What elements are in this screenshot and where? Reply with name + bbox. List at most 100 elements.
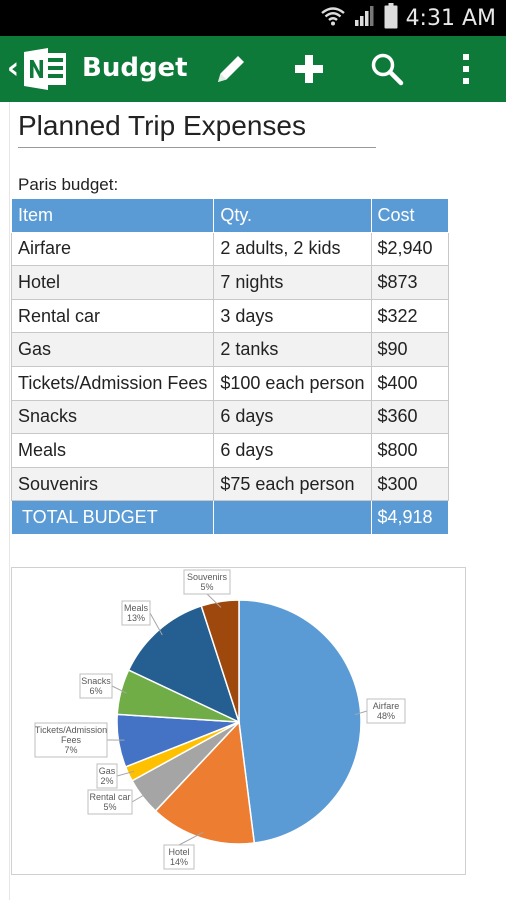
qty-cell[interactable]: 6 days (213, 433, 372, 468)
pie-slice-meals[interactable] (127, 605, 241, 724)
data-label-box (87, 789, 133, 815)
chevron-left-icon: ‹ (6, 51, 20, 86)
qty-cell[interactable]: 2 tanks (213, 332, 372, 367)
pie-slice-souvenirs[interactable] (200, 599, 240, 723)
data-label-box (163, 844, 195, 870)
table-row: Rental car 3 days $322 (10, 298, 449, 334)
data-label-text: Tickets/Admission (35, 725, 107, 735)
table-row: Tickets/Admission Fees $100 each person … (10, 365, 449, 401)
item-cell[interactable]: Souvenirs (10, 466, 215, 502)
table-header-row: Item Qty. Cost (10, 198, 449, 233)
note-page[interactable]: Planned Trip Expenses Paris budget: Item… (0, 102, 506, 900)
item-cell[interactable]: Rental car (10, 298, 215, 334)
data-label-text: 6% (89, 686, 102, 696)
data-label-box (34, 722, 108, 758)
item-cell[interactable]: Snacks (10, 399, 215, 435)
page-margin-rule (9, 102, 10, 900)
cost-cell[interactable]: $2,940 (370, 231, 449, 267)
data-label-text: 48% (377, 711, 395, 721)
notebook-title: Budget (82, 53, 188, 83)
data-label-box (96, 763, 118, 789)
item-cell[interactable]: Meals (10, 433, 215, 468)
table-caption[interactable]: Paris budget: (18, 175, 119, 194)
battery-icon (384, 2, 398, 34)
app-bar: ‹ Budget (0, 36, 506, 102)
back-button[interactable]: ‹ (4, 46, 70, 92)
label-leader-line (116, 770, 135, 777)
page-title[interactable]: Planned Trip Expenses (18, 110, 306, 141)
data-label-text: 2% (100, 776, 113, 786)
total-cost-cell[interactable]: $4,918 (370, 500, 449, 535)
label-leader-line (206, 593, 222, 608)
table-row: Airfare 2 adults, 2 kids $2,940 (10, 231, 449, 267)
data-label-text: Snacks (81, 676, 111, 686)
budget-table[interactable]: Item Qty. Cost Airfare 2 adults, 2 kids … (10, 198, 449, 535)
status-icons: 4:31 AM (320, 2, 496, 34)
data-label-box (79, 673, 113, 699)
search-button[interactable] (364, 46, 410, 92)
cost-cell[interactable]: $400 (370, 365, 449, 401)
header-cell[interactable]: Qty. (213, 198, 372, 233)
onenote-logo-icon (24, 48, 66, 90)
cost-cell[interactable]: $873 (370, 265, 449, 300)
cost-cell[interactable]: $800 (370, 433, 449, 468)
more-options-button[interactable] (443, 46, 489, 92)
table-row: Gas 2 tanks $90 (10, 332, 449, 367)
data-label-text: Gas (99, 766, 116, 776)
data-label-text: Hotel (168, 847, 189, 857)
cost-cell[interactable]: $90 (370, 332, 449, 367)
data-label-text: 5% (200, 582, 213, 592)
item-cell[interactable]: Hotel (10, 265, 215, 300)
signal-icon (354, 5, 376, 32)
search-icon (371, 53, 404, 86)
wifi-icon (320, 5, 346, 32)
qty-cell[interactable]: 3 days (213, 298, 372, 334)
qty-cell[interactable]: 7 nights (213, 265, 372, 300)
data-label-box (121, 600, 151, 626)
qty-cell[interactable]: $100 each person (213, 365, 372, 401)
qty-cell[interactable]: 2 adults, 2 kids (213, 231, 372, 267)
data-label-text: 5% (103, 802, 116, 812)
add-button[interactable] (286, 46, 332, 92)
item-cell[interactable]: Gas (10, 332, 215, 367)
table-row: Snacks 6 days $360 (10, 399, 449, 435)
qty-cell[interactable]: $75 each person (213, 466, 372, 502)
status-time: 4:31 AM (405, 5, 496, 31)
pie-chart[interactable]: Airfare 48% Hotel 14% Rental car 5% Gas 2% Ticke… (11, 567, 466, 875)
cost-cell[interactable]: $300 (370, 466, 449, 502)
table-row: Meals 6 days $800 (10, 433, 449, 468)
data-label-box (366, 698, 406, 724)
more-vert-icon (463, 54, 469, 84)
data-label-box (183, 569, 231, 595)
label-leader-line (354, 710, 368, 716)
data-label-text: Souvenirs (187, 572, 228, 582)
table-row: Hotel 7 nights $873 (10, 265, 449, 300)
data-label-text: 14% (170, 857, 188, 867)
cost-cell[interactable]: $360 (370, 399, 449, 435)
data-label-text: Airfare (373, 701, 400, 711)
pie-slice-hotel[interactable] (154, 720, 256, 845)
data-label-text: Fees (61, 735, 82, 745)
pie-slice-airfare[interactable] (238, 599, 362, 844)
total-qty-cell[interactable] (213, 500, 372, 535)
item-cell[interactable]: Tickets/Admission Fees (10, 365, 215, 401)
table-total-row: TOTAL BUDGET $4,918 (10, 500, 449, 535)
label-leader-line (131, 792, 148, 803)
total-label-cell[interactable]: TOTAL BUDGET (10, 500, 215, 535)
edit-button[interactable] (208, 46, 254, 92)
item-cell[interactable]: Airfare (10, 231, 215, 267)
label-leader-line (149, 612, 163, 636)
title-underline (18, 147, 376, 148)
pencil-icon (218, 56, 244, 82)
label-leader-line (111, 685, 127, 694)
qty-cell[interactable]: 6 days (213, 399, 372, 435)
table-row: Souvenirs $75 each person $300 (10, 466, 449, 502)
data-label-text: Meals (124, 603, 149, 613)
header-cell[interactable]: Item (10, 198, 215, 233)
data-label-text: Rental car (89, 792, 130, 802)
data-label-text: 7% (64, 745, 77, 755)
cost-cell[interactable]: $322 (370, 298, 449, 334)
plus-icon (295, 55, 323, 83)
header-cell[interactable]: Cost (370, 198, 449, 233)
